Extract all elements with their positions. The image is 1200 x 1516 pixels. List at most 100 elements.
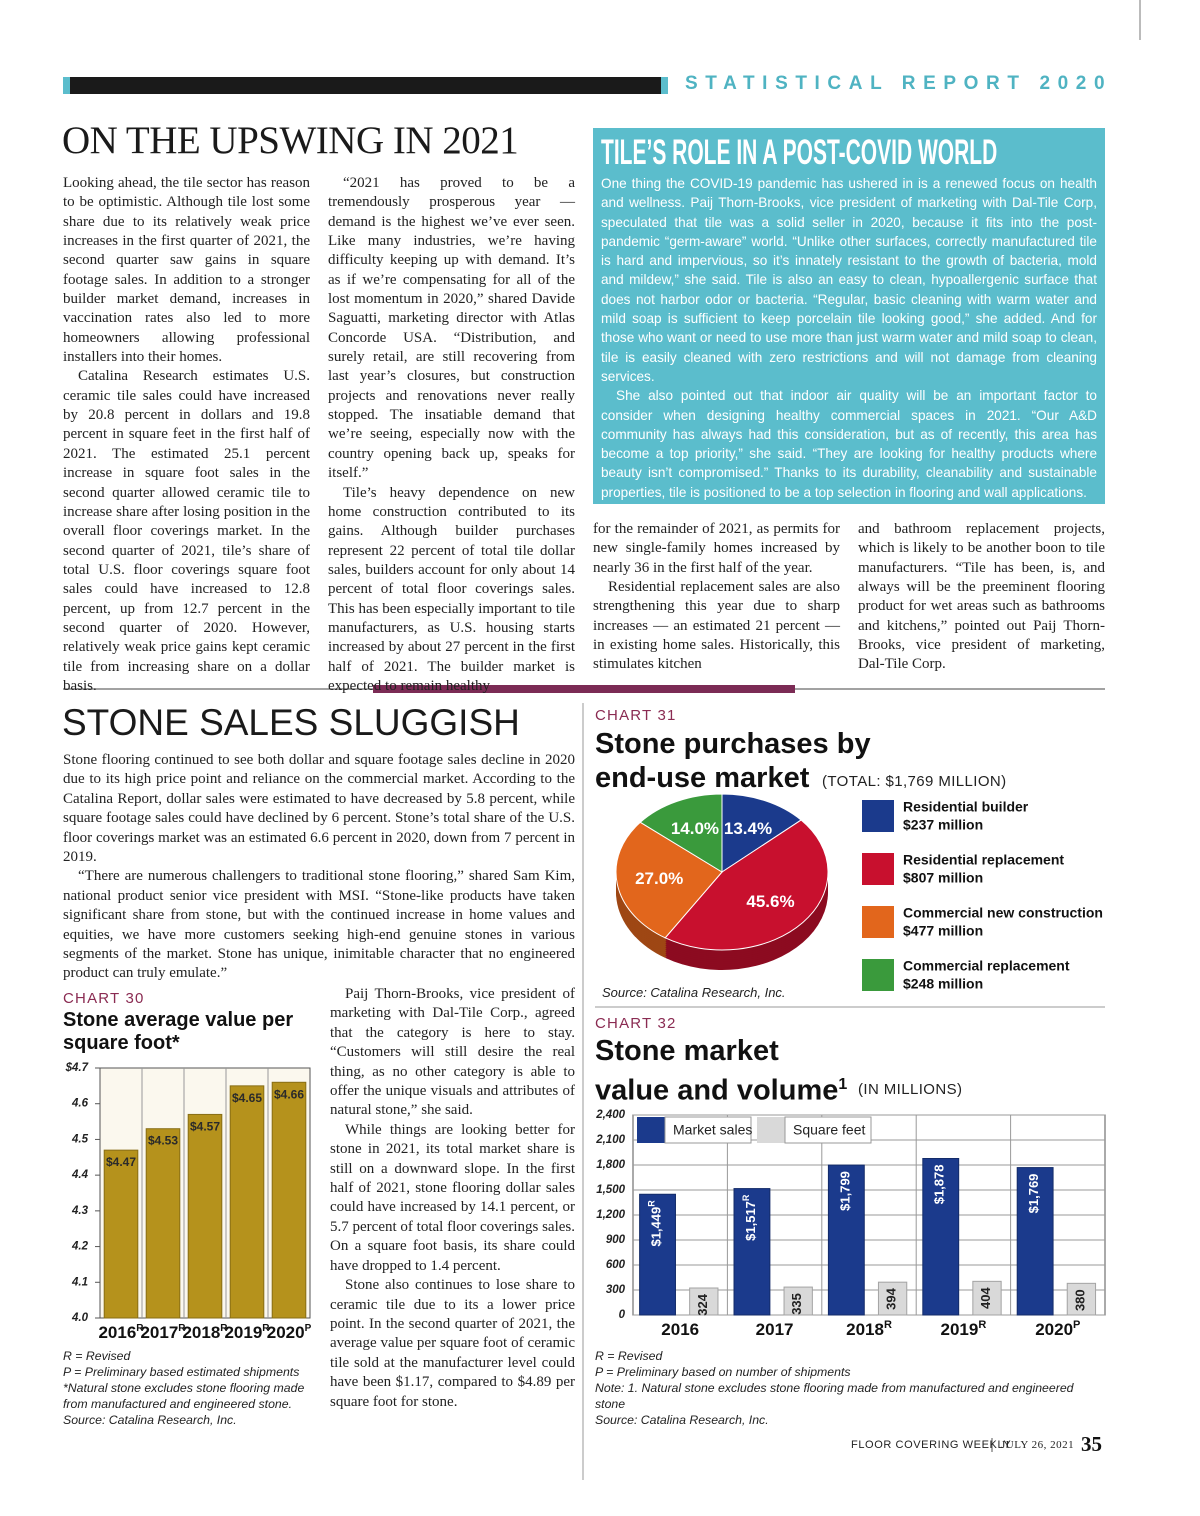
chart-subtitle: (IN MILLIONS) bbox=[858, 1081, 963, 1098]
text-column: “2021 has proved to be a tremendously pr… bbox=[328, 174, 575, 696]
x-tick-label: 2019R bbox=[224, 1323, 270, 1342]
y-tick-label: 4.5 bbox=[71, 1133, 89, 1145]
legend-label: Residential builder bbox=[903, 799, 1029, 815]
paragraph: Tile’s heavy dependence on new home cons… bbox=[328, 484, 575, 694]
section-accent bbox=[373, 685, 795, 693]
legend-box bbox=[664, 1116, 752, 1144]
value-label: 335 bbox=[790, 1293, 805, 1315]
value-label-main: $4.57 bbox=[190, 1120, 220, 1134]
value-label: $1,878 bbox=[932, 1165, 947, 1205]
note: R = Revised bbox=[595, 1349, 663, 1363]
paragraph: Paij Thorn-Brooks, vice president of mar… bbox=[330, 986, 575, 1119]
paragraph: and bathroom replacement projects, which… bbox=[858, 521, 1105, 673]
note: Source: Catalina Research, Inc. bbox=[63, 1413, 237, 1427]
bar bbox=[639, 1193, 676, 1316]
x-tick-label: 2016 bbox=[661, 1320, 699, 1339]
note: R = Revised bbox=[63, 1349, 131, 1363]
paragraph: “There are numerous challengers to tradi… bbox=[63, 868, 575, 982]
value-label-sup: R bbox=[741, 1194, 751, 1201]
bar bbox=[1066, 1282, 1097, 1316]
header-accent bbox=[63, 77, 70, 94]
value-label: $4.57 bbox=[190, 1120, 220, 1134]
y-tick-label: 4.2 bbox=[71, 1241, 89, 1253]
y-tick-label: 900 bbox=[606, 1234, 626, 1246]
bar bbox=[229, 1085, 265, 1319]
legend-swatch bbox=[862, 853, 894, 885]
value-label-main: 394 bbox=[884, 1287, 899, 1309]
legend-amount: $807 million bbox=[903, 870, 983, 886]
page-number: 35 bbox=[1081, 1432, 1102, 1456]
header-bar bbox=[63, 77, 663, 94]
chart-label: CHART 32 bbox=[595, 1015, 677, 1032]
paragraph: Residential replacement sales are also s… bbox=[593, 579, 840, 673]
chart-title: Stone average value per square foot* bbox=[63, 1009, 294, 1054]
y-tick-label: 1,500 bbox=[596, 1184, 625, 1196]
x-tick-label-sup: P bbox=[305, 1323, 312, 1334]
x-tick-label-main: 2019 bbox=[941, 1320, 979, 1339]
x-tick-label-sup: P bbox=[1073, 1319, 1080, 1331]
x-tick-label: 2018R bbox=[182, 1323, 228, 1342]
x-tick-label-sup: R bbox=[136, 1323, 144, 1334]
x-tick-label-main: 2016 bbox=[98, 1323, 136, 1342]
x-tick-label: 2019R bbox=[941, 1319, 987, 1340]
bar bbox=[187, 1113, 223, 1319]
bar bbox=[877, 1281, 908, 1316]
x-tick-label-main: 2019 bbox=[224, 1323, 262, 1342]
value-label: $1,449R bbox=[647, 1200, 664, 1247]
bar bbox=[145, 1128, 181, 1319]
chart-title: Stone purchases by end-use market bbox=[595, 728, 871, 794]
note: P = Preliminary based estimated shipment… bbox=[63, 1365, 300, 1379]
value-label: $1,799 bbox=[838, 1171, 853, 1211]
x-tick-label-main: 2017 bbox=[756, 1320, 794, 1339]
value-label: 14.0% bbox=[671, 819, 719, 838]
value-label: 27.0% bbox=[635, 869, 683, 888]
chart-title-note: 1 bbox=[838, 1076, 848, 1093]
pie-slice bbox=[721, 793, 802, 873]
value-label-main: 380 bbox=[1073, 1289, 1088, 1311]
y-tick-label: 4.4 bbox=[71, 1169, 89, 1181]
x-tick-label-main: 2020 bbox=[1035, 1320, 1073, 1339]
legend-box bbox=[784, 1116, 872, 1144]
value-label-main: $1,878 bbox=[932, 1165, 947, 1205]
pie-slice bbox=[615, 821, 723, 939]
sidebar-title: TILE’S ROLE IN A POST-COVID WORLD bbox=[601, 133, 998, 172]
text-column: for the remainder of 2021, as permits fo… bbox=[593, 520, 840, 675]
legend-amount: $237 million bbox=[903, 817, 983, 833]
bar bbox=[972, 1280, 1002, 1316]
footer-date: JULY 26, 2021 bbox=[1001, 1439, 1075, 1451]
pie-slice bbox=[639, 793, 723, 873]
chart-label: CHART 30 bbox=[63, 990, 145, 1007]
text-block: Stone flooring continued to see both dol… bbox=[63, 751, 575, 984]
legend-swatch bbox=[862, 906, 894, 938]
value-label: $4.66 bbox=[274, 1087, 304, 1101]
footer-publication: FLOOR COVERING WEEKLY bbox=[851, 1439, 1012, 1451]
section-header: STATISTICAL REPORT 2020 bbox=[685, 73, 1113, 94]
bar bbox=[783, 1286, 813, 1316]
paragraph: One thing the COVID-19 pandemic has ushe… bbox=[601, 176, 1097, 384]
bar bbox=[271, 1081, 307, 1319]
legend-label: Square feet bbox=[793, 1122, 865, 1138]
paragraph: for the remainder of 2021, as permits fo… bbox=[593, 521, 840, 576]
value-label: $1,517R bbox=[741, 1194, 758, 1241]
x-tick-label: 2017R bbox=[140, 1323, 186, 1342]
value-label-main: 335 bbox=[790, 1293, 805, 1315]
y-tick-label: 2,100 bbox=[595, 1134, 625, 1146]
x-tick-label-main: 2018 bbox=[182, 1323, 220, 1342]
bar bbox=[827, 1164, 865, 1316]
value-label: $4.65 bbox=[232, 1091, 262, 1105]
bar bbox=[922, 1158, 960, 1316]
note: Source: Catalina Research, Inc. bbox=[595, 1413, 769, 1427]
value-label-main: $4.65 bbox=[232, 1091, 262, 1105]
value-label-main: $4.47 bbox=[106, 1155, 136, 1169]
value-label-sup: R bbox=[647, 1200, 657, 1207]
x-tick-label: 2018R bbox=[846, 1319, 892, 1340]
legend-swatch bbox=[862, 959, 894, 991]
pie-slice bbox=[664, 819, 829, 951]
x-tick-label-sup: R bbox=[978, 1319, 986, 1331]
x-tick-label-sup: R bbox=[884, 1319, 892, 1331]
value-label-main: 324 bbox=[695, 1293, 710, 1315]
legend-label: Market sales bbox=[673, 1122, 752, 1138]
legend-swatch bbox=[862, 800, 894, 832]
bar bbox=[689, 1287, 719, 1316]
y-tick-label: 4.0 bbox=[71, 1312, 89, 1324]
